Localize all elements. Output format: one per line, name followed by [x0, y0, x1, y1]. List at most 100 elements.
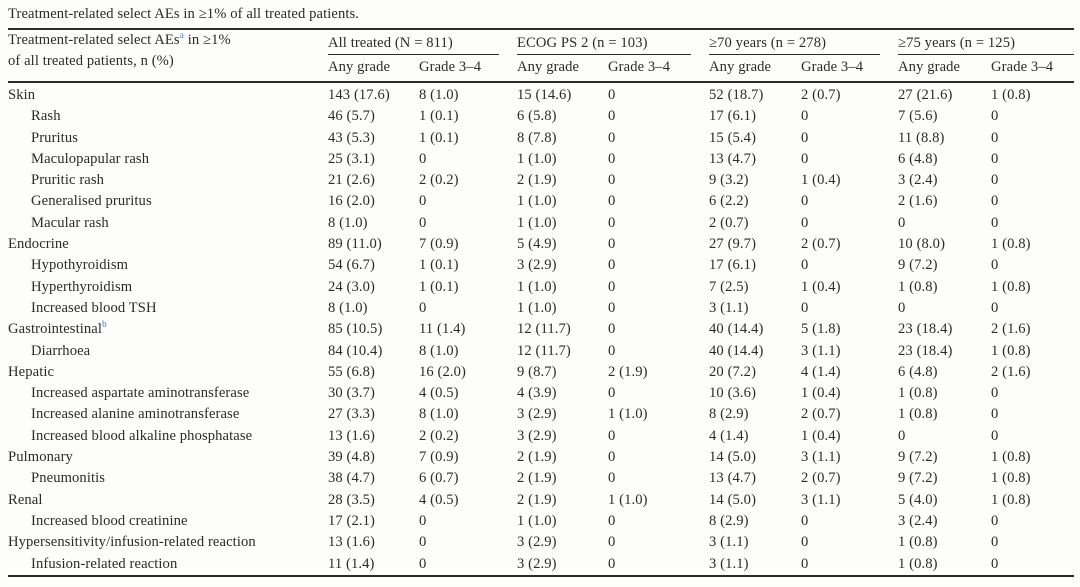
row-label: Increased blood TSH [31, 299, 157, 316]
value-cell: 46 (5.7) [328, 108, 376, 125]
value-cell: 13 (4.7) [709, 470, 757, 487]
column-spacer [499, 468, 517, 489]
value-cell: 12 (11.7) [517, 321, 571, 338]
value-cell: 6 (4.8) [898, 150, 938, 167]
value-cell: 3 (1.1) [801, 342, 841, 359]
table-row: Increased blood alkaline phosphatase 13 (… [8, 426, 1074, 447]
value-cell: 0 [991, 172, 999, 189]
value-cell: 0 [991, 150, 999, 167]
row-label: Gastrointestinalb [8, 320, 107, 338]
column-spacer [499, 362, 517, 383]
column-spacer [499, 447, 517, 468]
table-caption: Treatment-related select AEs in ≥1% of a… [8, 6, 360, 22]
value-cell: 2 (1.6) [991, 363, 1031, 380]
value-cell: 1 (1.0) [517, 150, 557, 167]
footnote-marker-a: a [179, 31, 184, 42]
column-spacer [691, 82, 709, 106]
value-cell: 0 [608, 342, 616, 359]
value-cell: 2 (0.2) [419, 427, 459, 444]
table-row: Hyperthyroidism 24 (3.0) 1 (0.1) 1 (1.0) 0 7 … [8, 277, 1074, 298]
value-cell: 6 (0.7) [419, 470, 459, 487]
column-spacer [880, 532, 898, 553]
column-spacer [691, 277, 709, 298]
value-cell: 1 (0.8) [991, 449, 1031, 466]
column-spacer [691, 128, 709, 149]
row-label: Diarrhoea [31, 342, 91, 359]
group-header-all-treated: All treated (N = 811) [328, 29, 500, 55]
value-cell: 0 [801, 150, 809, 167]
column-spacer [691, 149, 709, 170]
value-cell: 143 (17.6) [328, 87, 390, 103]
row-label: Pruritic rash [31, 172, 105, 189]
table-row: Skin 143 (17.6) 8 (1.0) 15 (14.6) 0 52 (18.7)… [8, 82, 1074, 106]
column-spacer [880, 54, 899, 83]
table-row: Increased blood creatinine 17 (2.1) 0 1 (1.… [8, 511, 1074, 532]
column-spacer [499, 213, 517, 234]
value-cell: 1 (0.4) [801, 385, 841, 402]
column-spacer [691, 29, 709, 55]
value-cell: 25 (3.1) [328, 150, 376, 167]
value-cell: 8 (2.9) [709, 406, 749, 423]
table-row: Rash 46 (5.7) 1 (0.1) 6 (5.8) 0 17 (6.1) 0 7 (5… [8, 106, 1074, 127]
value-cell: 0 [991, 512, 999, 529]
value-cell: 3 (2.9) [517, 534, 557, 551]
table-row: Pulmonary 39 (4.8) 7 (0.9) 2 (1.9) 0 14 (5.0)… [8, 447, 1074, 468]
subheader-any-grade: Any grade [898, 54, 992, 83]
column-spacer [880, 468, 898, 489]
value-cell: 8 (1.0) [328, 214, 368, 231]
row-label: Hyperthyroidism [31, 278, 133, 295]
row-label: Increased blood creatinine [31, 512, 188, 529]
column-spacer [499, 532, 517, 553]
value-cell: 85 (10.5) [328, 321, 383, 338]
column-spacer [499, 149, 517, 170]
value-cell: 8 (7.8) [517, 129, 557, 146]
column-spacer [880, 29, 898, 55]
subheader-grade-3-4: Grade 3–4 [608, 54, 692, 83]
column-spacer [691, 298, 709, 319]
table-row: Increased alanine aminotransferase 27 (3.… [8, 404, 1074, 425]
value-cell: 30 (3.7) [328, 385, 376, 402]
value-cell: 27 (21.6) [898, 87, 953, 103]
value-cell: 0 [801, 108, 809, 125]
column-spacer [880, 298, 898, 319]
column-spacer [499, 341, 517, 362]
group-header-row: Treatment-related select AEsa in ≥1% of … [8, 29, 1075, 83]
row-label: Increased blood alkaline phosphatase [31, 427, 253, 444]
value-cell: 13 (1.6) [328, 427, 376, 444]
table-row: Generalised pruritus 16 (2.0) 0 1 (1.0) 0 6 (… [8, 191, 1074, 212]
column-spacer [880, 341, 898, 362]
row-label: Generalised pruritus [31, 193, 152, 210]
column-spacer [499, 82, 517, 106]
row-header-line1: Treatment-related select AEs [8, 32, 180, 48]
subheader-any-grade: Any grade [517, 54, 609, 83]
value-cell: 0 [419, 150, 427, 167]
value-cell: 10 (3.6) [709, 385, 757, 402]
subheader-grade-3-4: Grade 3–4 [801, 54, 881, 83]
column-spacer [499, 128, 517, 149]
value-cell: 1 (1.0) [517, 214, 557, 231]
column-spacer [691, 490, 709, 511]
value-cell: 12 (11.7) [517, 342, 571, 359]
column-spacer [691, 554, 709, 576]
value-cell: 1 (0.4) [801, 427, 841, 444]
value-cell: 4 (1.4) [801, 363, 841, 380]
value-cell: 6 (2.2) [709, 193, 749, 210]
value-cell: 3 (1.1) [709, 555, 749, 572]
value-cell: 20 (7.2) [709, 363, 757, 380]
column-spacer [499, 234, 517, 255]
row-label: Infusion-related reaction [31, 555, 178, 572]
column-spacer [880, 383, 898, 404]
value-cell: 9 (7.2) [898, 257, 938, 274]
value-cell: 17 (6.1) [709, 108, 757, 125]
value-cell: 11 (8.8) [898, 129, 945, 146]
column-spacer [880, 426, 898, 447]
table-row: Endocrine 89 (11.0) 7 (0.9) 5 (4.9) 0 27 (9.7… [8, 234, 1074, 255]
value-cell: 0 [991, 406, 999, 423]
value-cell: 1 (0.8) [991, 342, 1031, 359]
column-spacer [691, 106, 709, 127]
table-row: Hypothyroidism 54 (6.7) 1 (0.1) 3 (2.9) 0 17 … [8, 255, 1074, 276]
value-cell: 5 (1.8) [801, 321, 841, 338]
value-cell: 9 (3.2) [709, 172, 749, 189]
value-cell: 0 [801, 512, 809, 529]
value-cell: 2 (0.2) [419, 172, 459, 189]
